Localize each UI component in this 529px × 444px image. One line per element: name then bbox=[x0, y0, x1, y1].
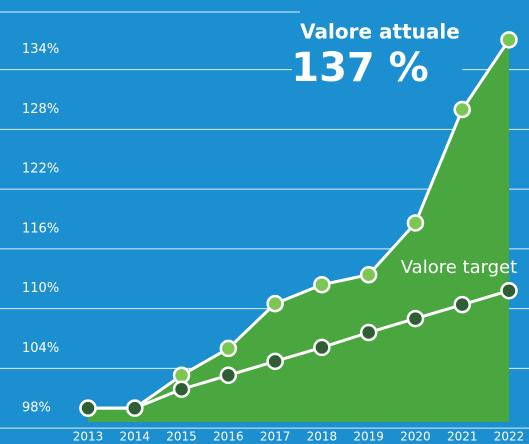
x-tick-label: 2013 bbox=[73, 430, 104, 444]
y-tick-label: 128% bbox=[22, 102, 59, 117]
series-line bbox=[88, 38, 511, 410]
data-point bbox=[359, 323, 378, 342]
data-point bbox=[266, 294, 284, 313]
data-point bbox=[79, 399, 97, 417]
x-tick-label: 2019 bbox=[353, 430, 384, 444]
data-point bbox=[219, 339, 238, 358]
data-point bbox=[453, 100, 471, 119]
x-tick-label: 2020 bbox=[400, 430, 431, 444]
data-point bbox=[406, 309, 425, 328]
series-line bbox=[88, 289, 510, 410]
legend-label: Valore attuale bbox=[300, 20, 460, 44]
data-point bbox=[266, 352, 284, 371]
y-tick-label: 122% bbox=[22, 162, 59, 177]
y-tick-label: 134% bbox=[22, 42, 59, 57]
y-tick-label: 98% bbox=[22, 401, 51, 416]
data-point bbox=[406, 214, 425, 232]
data-point bbox=[172, 380, 191, 398]
legend-label: Valore target bbox=[401, 257, 518, 278]
annotation-backdrop bbox=[292, 14, 462, 94]
data-point bbox=[359, 266, 378, 284]
data-point bbox=[500, 281, 518, 300]
area bbox=[88, 39, 509, 423]
x-tick-label: 2021 bbox=[447, 430, 478, 444]
data-point bbox=[219, 366, 238, 385]
x-tick-label: 2022 bbox=[494, 430, 525, 444]
y-tick-label: 110% bbox=[22, 281, 59, 296]
annotation: 137 % bbox=[291, 45, 429, 91]
y-tick-label: 104% bbox=[22, 341, 59, 356]
x-tick-label: 2017 bbox=[260, 430, 291, 444]
data-point bbox=[453, 295, 471, 314]
y-tick-label: 116% bbox=[22, 221, 59, 236]
data-point bbox=[313, 275, 331, 294]
data-point bbox=[126, 399, 144, 417]
x-tick-label: 2016 bbox=[213, 430, 244, 444]
x-tick-label: 2018 bbox=[307, 430, 338, 444]
x-tick-label: 2015 bbox=[166, 430, 197, 444]
x-tick-label: 2014 bbox=[120, 430, 151, 444]
data-point bbox=[313, 338, 331, 357]
data-point bbox=[500, 31, 518, 49]
